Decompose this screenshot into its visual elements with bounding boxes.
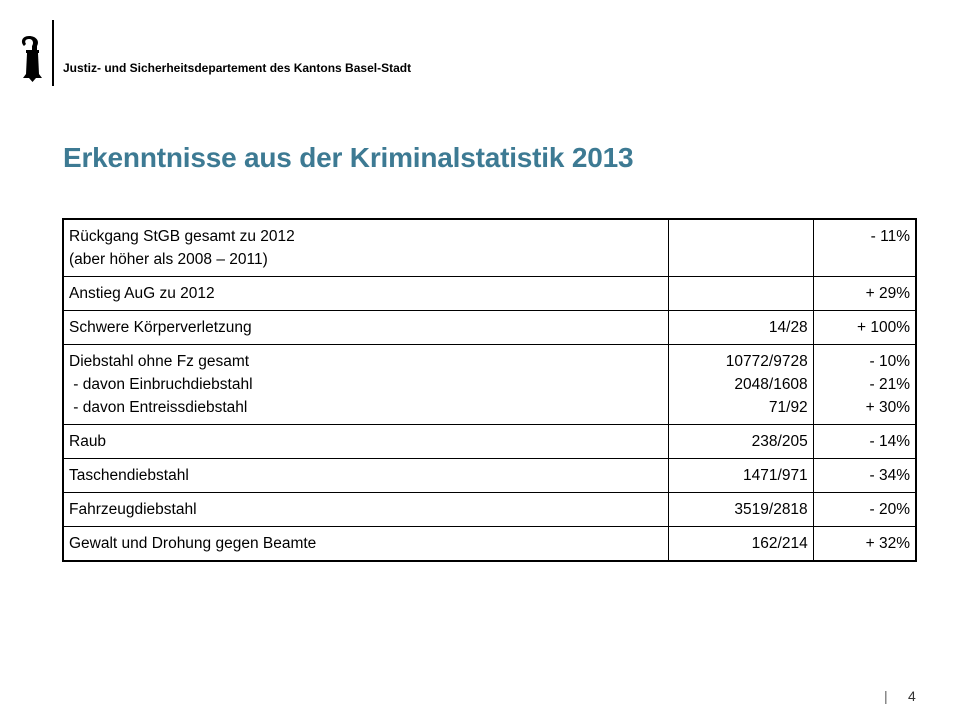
row-label: Rückgang StGB gesamt zu 2012 (aber höher … <box>62 218 669 277</box>
department-name: Justiz- und Sicherheitsdepartement des K… <box>63 61 412 75</box>
row-label-line: Fahrzeugdiebstahl <box>69 501 197 518</box>
page-number: 4 <box>908 688 916 704</box>
statistics-table: Rückgang StGB gesamt zu 2012 (aber höher … <box>62 218 917 562</box>
row-label: Anstieg AuG zu 2012 <box>62 276 669 311</box>
row-counts: 162/214 <box>667 526 814 562</box>
row-counts <box>667 218 814 277</box>
row-change: - 14% <box>812 424 917 459</box>
row-counts-line: 10772/9728 <box>725 353 808 370</box>
table-row: Rückgang StGB gesamt zu 2012 (aber höher … <box>62 218 917 277</box>
table-row: Schwere Körperverletzung 14/28 + 100% <box>62 310 917 345</box>
row-change: - 10% - 21% + 30% <box>812 344 917 425</box>
table-row: Diebstahl ohne Fz gesamt - davon Einbruc… <box>62 344 917 425</box>
row-label-line: - davon Einbruchdiebstahl <box>69 376 253 393</box>
row-counts: 238/205 <box>667 424 814 459</box>
row-label-line: Rückgang StGB gesamt zu 2012 <box>69 228 295 245</box>
row-label: Gewalt und Drohung gegen Beamte <box>62 526 669 562</box>
row-change: - 20% <box>812 492 917 527</box>
row-change-line: - 21% <box>869 376 911 393</box>
row-change-line: + 100% <box>856 319 910 336</box>
row-change-line: - 14% <box>869 433 911 450</box>
row-label-line: Diebstahl ohne Fz gesamt <box>69 353 250 370</box>
row-label-line: - davon Entreissdiebstahl <box>69 399 248 416</box>
row-counts: 3519/2818 <box>667 492 814 527</box>
row-label-line: Raub <box>69 433 107 450</box>
row-label-line: Schwere Körperverletzung <box>69 319 252 336</box>
row-label-line: Taschendiebstahl <box>69 467 189 484</box>
row-change: - 34% <box>812 458 917 493</box>
table-row: Fahrzeugdiebstahl 3519/2818 - 20% <box>62 492 917 527</box>
row-counts-line: 238/205 <box>751 433 808 450</box>
row-change: + 32% <box>812 526 917 562</box>
row-counts: 14/28 <box>667 310 814 345</box>
table-row: Taschendiebstahl 1471/971 - 34% <box>62 458 917 493</box>
row-change: + 100% <box>812 310 917 345</box>
row-change-line: - 10% <box>869 353 911 370</box>
table-row: Anstieg AuG zu 2012 + 29% <box>62 276 917 311</box>
row-counts-line <box>674 225 808 248</box>
row-change-line: - 34% <box>869 467 911 484</box>
row-label: Fahrzeugdiebstahl <box>62 492 669 527</box>
footer-separator: | <box>884 688 888 704</box>
page-title: Erkenntnisse aus der Kriminalstatistik 2… <box>63 142 634 173</box>
row-label: Raub <box>62 424 669 459</box>
table-row: Raub 238/205 - 14% <box>62 424 917 459</box>
row-counts-line: 14/28 <box>768 319 808 336</box>
basel-staff-icon <box>21 36 42 82</box>
row-counts: 1471/971 <box>667 458 814 493</box>
row-change: + 29% <box>812 276 917 311</box>
row-change-line: + 30% <box>865 399 910 416</box>
row-change-line: - 11% <box>870 228 910 245</box>
row-change-line: + 29% <box>865 285 910 302</box>
row-change-line: + 32% <box>865 535 910 552</box>
row-label-line: (aber höher als 2008 – 2011) <box>69 251 268 268</box>
row-counts: 10772/9728 2048/1608 71/92 <box>667 344 814 425</box>
row-change: - 11% <box>812 218 917 277</box>
row-counts <box>667 276 814 311</box>
row-label: Diebstahl ohne Fz gesamt - davon Einbruc… <box>62 344 669 425</box>
row-label-line: Anstieg AuG zu 2012 <box>69 285 215 302</box>
row-label-line: Gewalt und Drohung gegen Beamte <box>69 535 317 552</box>
row-counts-line: 3519/2818 <box>734 501 808 518</box>
row-counts-line: 162/214 <box>751 535 808 552</box>
row-counts-line: 71/92 <box>768 399 808 416</box>
row-counts-line: 2048/1608 <box>734 376 808 393</box>
row-change-line: - 20% <box>869 501 911 518</box>
row-label: Taschendiebstahl <box>62 458 669 493</box>
row-label: Schwere Körperverletzung <box>62 310 669 345</box>
row-counts-line <box>674 282 808 305</box>
table-row: Gewalt und Drohung gegen Beamte 162/214 + … <box>62 526 917 562</box>
header-divider <box>52 20 54 86</box>
row-counts-line: 1471/971 <box>743 467 808 484</box>
